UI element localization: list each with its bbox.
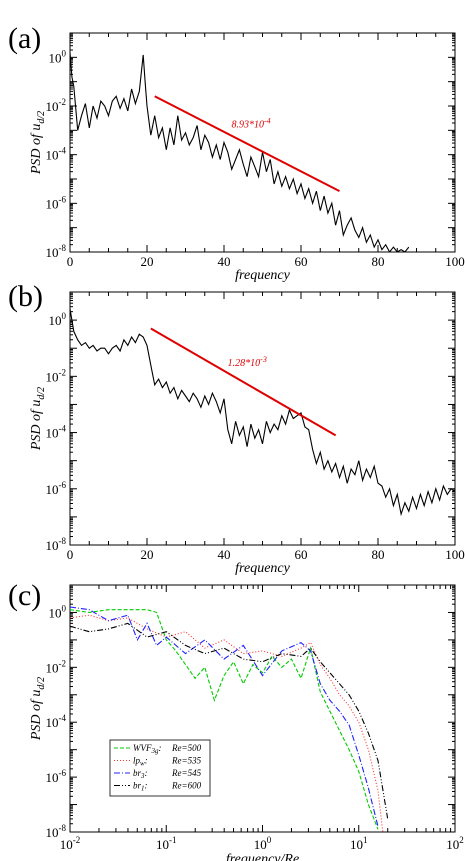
legend-entry-value: Re=500 bbox=[171, 743, 202, 753]
x-axis-title: frequency bbox=[235, 268, 290, 283]
x-axis-title: frequency/Re bbox=[226, 852, 299, 861]
series-line bbox=[70, 308, 455, 517]
legend-entry-name: br3: bbox=[133, 768, 148, 780]
x-tick-label: 60 bbox=[295, 547, 308, 562]
y-tick-label: 10-6 bbox=[46, 194, 67, 211]
y-tick-label: 10-4 bbox=[46, 713, 67, 730]
x-tick-label: 102 bbox=[446, 835, 464, 852]
y-tick-label: 100 bbox=[49, 603, 67, 620]
slope-annotation: 1.28*10-3 bbox=[228, 355, 267, 369]
x-tick-label: 10-2 bbox=[60, 835, 81, 852]
series-line-br3 bbox=[70, 606, 379, 827]
x-tick-label: 100 bbox=[254, 835, 272, 852]
legend-entry-name: br1: bbox=[133, 781, 148, 793]
y-tick-label: 10-8 bbox=[46, 536, 67, 553]
panel-label: (a) bbox=[8, 22, 41, 55]
panel-a: (a) 0 20 40 60 80 100 10-8 10-6 10-4 10-2 100 freque… bbox=[8, 22, 465, 283]
x-tick-label: 60 bbox=[295, 254, 308, 269]
plot-frame bbox=[69, 291, 456, 546]
x-tick-label: 40 bbox=[218, 254, 231, 269]
legend-entry-name: WVF3g: bbox=[133, 743, 162, 755]
x-tick-label: 0 bbox=[67, 254, 74, 269]
x-tick-label: 40 bbox=[218, 547, 231, 562]
panel-b: (b) 0 20 40 60 80 100 10-8 10-6 10-4 10-2 100 freque… bbox=[8, 280, 465, 576]
y-axis-title: PSD of ud/2 bbox=[29, 111, 47, 175]
y-tick-label: 10-8 bbox=[46, 823, 67, 840]
panel-label: (c) bbox=[8, 579, 41, 612]
legend-box bbox=[109, 739, 211, 797]
x-tick-label: 100 bbox=[445, 254, 465, 269]
legend-entry-value: Re=600 bbox=[171, 781, 202, 791]
slope-annotation: 8.93*10-4 bbox=[232, 117, 271, 131]
x-tick-label: 20 bbox=[141, 254, 154, 269]
x-tick-label: 80 bbox=[372, 547, 385, 562]
x-tick-label: 100 bbox=[445, 547, 465, 562]
y-tick-label: 10-6 bbox=[46, 480, 67, 497]
y-tick-label: 10-8 bbox=[46, 243, 67, 260]
fit-line bbox=[154, 95, 340, 193]
series-line-br1 bbox=[70, 622, 389, 819]
legend-entry-value: Re=545 bbox=[171, 768, 202, 778]
x-tick-label: 10-1 bbox=[156, 835, 177, 852]
x-tick-label: 0 bbox=[67, 547, 74, 562]
y-axis-title: PSD of ud/2 bbox=[29, 677, 47, 741]
y-tick-label: 10-2 bbox=[46, 658, 67, 675]
legend: WVF3g: Re=500 lpw: Re=535 br3: Re=545 br1: Re=6… bbox=[109, 739, 211, 797]
x-tick-label: 80 bbox=[372, 254, 385, 269]
x-axis-title: frequency bbox=[235, 561, 290, 576]
legend-entry-value: Re=535 bbox=[171, 756, 202, 766]
x-tick-label: 20 bbox=[141, 547, 154, 562]
y-tick-label: 10-2 bbox=[46, 97, 67, 114]
panel-label: (b) bbox=[8, 280, 43, 313]
y-tick-label: 100 bbox=[49, 48, 67, 65]
legend-entry-name: lpw: bbox=[133, 756, 148, 768]
panel-c: (c)10-2 10-1 100 101 10210-810-610-410-2100f… bbox=[8, 579, 464, 861]
fit-line bbox=[150, 327, 337, 437]
series-line-WVF3g bbox=[70, 609, 379, 830]
series-line bbox=[70, 52, 410, 252]
x-tick-label: 101 bbox=[350, 835, 368, 852]
plot-frame bbox=[69, 32, 456, 253]
y-tick-label: 10-4 bbox=[46, 146, 67, 163]
y-tick-label: 10-4 bbox=[46, 424, 67, 441]
y-tick-label: 10-6 bbox=[46, 768, 67, 785]
y-tick-label: 10-2 bbox=[46, 367, 67, 384]
y-axis-title: PSD of ud/2 bbox=[29, 387, 47, 451]
y-tick-label: 100 bbox=[49, 311, 67, 328]
